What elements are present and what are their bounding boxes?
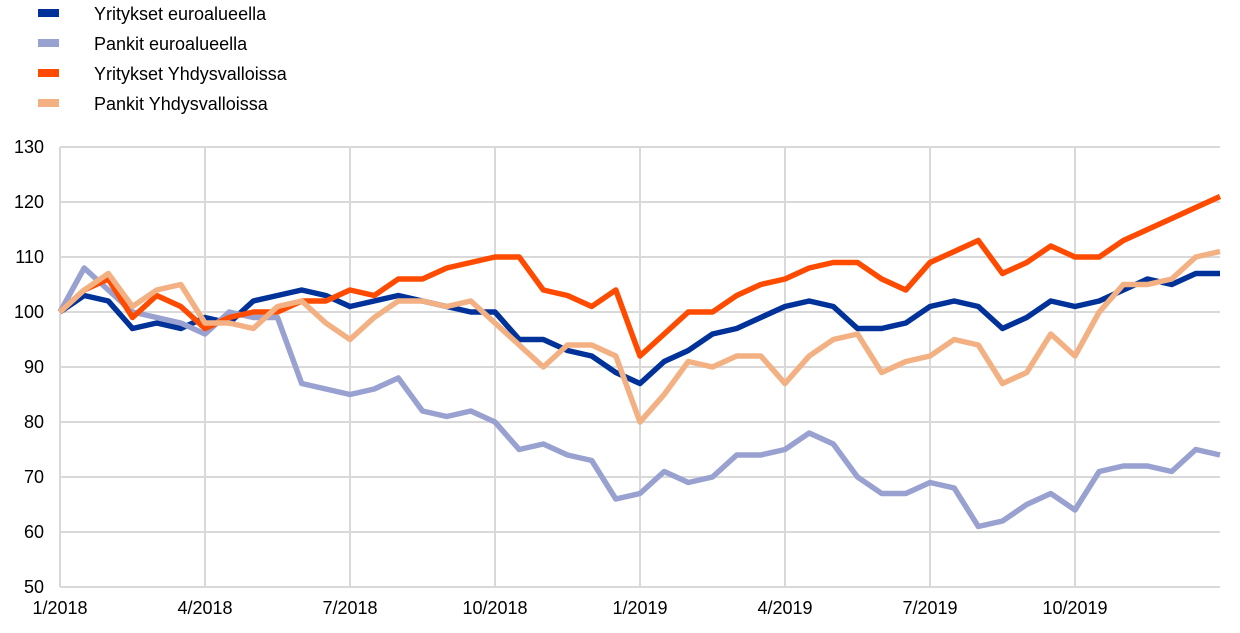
legend-swatch-1	[38, 39, 59, 47]
y-tick-label: 60	[24, 522, 44, 542]
y-tick-label: 110	[15, 247, 44, 267]
legend-swatch-0	[38, 9, 59, 17]
x-tick-label: 1/2019	[612, 598, 667, 618]
x-tick-label: 7/2019	[902, 598, 957, 618]
legend-label-1: Pankit euroalueella	[94, 34, 248, 54]
y-tick-label: 130	[14, 137, 44, 157]
x-tick-label: 10/2018	[462, 598, 527, 618]
x-tick-label: 4/2019	[757, 598, 812, 618]
series-lines	[57, 193, 1222, 530]
y-axis: 50 60 70 80 90 100 110 120 130	[14, 137, 44, 597]
series-line-3	[58, 248, 1221, 425]
series-line-0	[58, 270, 1220, 387]
legend-swatch-3	[38, 99, 59, 107]
y-tick-label: 50	[24, 577, 44, 597]
y-tick-label: 80	[24, 412, 44, 432]
x-tick-label: 7/2018	[322, 598, 377, 618]
legend: Yritykset euroalueella Pankit euroalueel…	[38, 4, 288, 114]
y-tick-label: 100	[14, 302, 44, 322]
y-tick-label: 120	[14, 192, 44, 212]
y-tick-label: 70	[24, 467, 44, 487]
x-tick-label: 10/2019	[1042, 598, 1107, 618]
x-axis: 1/2018 4/2018 7/2018 10/2018 1/2019 4/2019 7/2…	[32, 598, 1107, 618]
legend-label-0: Yritykset euroalueella	[94, 4, 267, 24]
legend-label-2: Yritykset Yhdysvalloissa	[94, 64, 288, 84]
legend-swatch-2	[38, 69, 59, 77]
legend-label-3: Pankit Yhdysvalloissa	[94, 94, 269, 114]
x-tick-label: 1/2018	[32, 598, 87, 618]
x-tick-label: 4/2018	[177, 598, 232, 618]
series-line-1	[57, 265, 1221, 530]
y-tick-label: 90	[24, 357, 44, 377]
series-line-2	[58, 193, 1222, 359]
grid	[59, 146, 1220, 588]
